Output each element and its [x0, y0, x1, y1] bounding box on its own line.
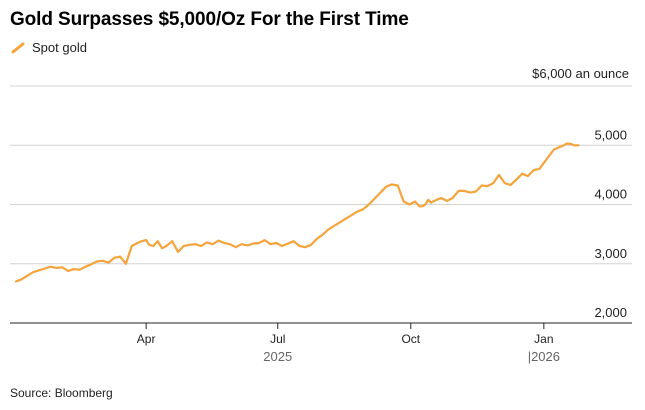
x-year-label: 2025: [263, 349, 292, 364]
y-tick-label: 3,000: [594, 246, 627, 261]
legend-swatch-icon: [11, 42, 25, 53]
y-unit-label: $6,000 an ounce: [532, 66, 629, 81]
chart-title: Gold Surpasses $5,000/Oz For the First T…: [10, 9, 409, 30]
y-tick-label: 4,000: [594, 187, 627, 202]
y-tick-label: 2,000: [594, 305, 627, 320]
x-tick-label: Jul: [270, 332, 285, 346]
legend-label: Spot gold: [32, 40, 87, 55]
x-tick-label: Jan: [534, 332, 553, 346]
y-tick-label: 5,000: [594, 127, 627, 142]
chart-legend: Spot gold: [10, 40, 87, 55]
x-tick-label: Apr: [137, 332, 156, 346]
source-note: Source: Bloomberg: [10, 386, 113, 400]
series-line-spot-gold: [14, 142, 580, 283]
x-year-label: |2026: [528, 349, 560, 364]
x-tick-label: Oct: [401, 332, 420, 346]
